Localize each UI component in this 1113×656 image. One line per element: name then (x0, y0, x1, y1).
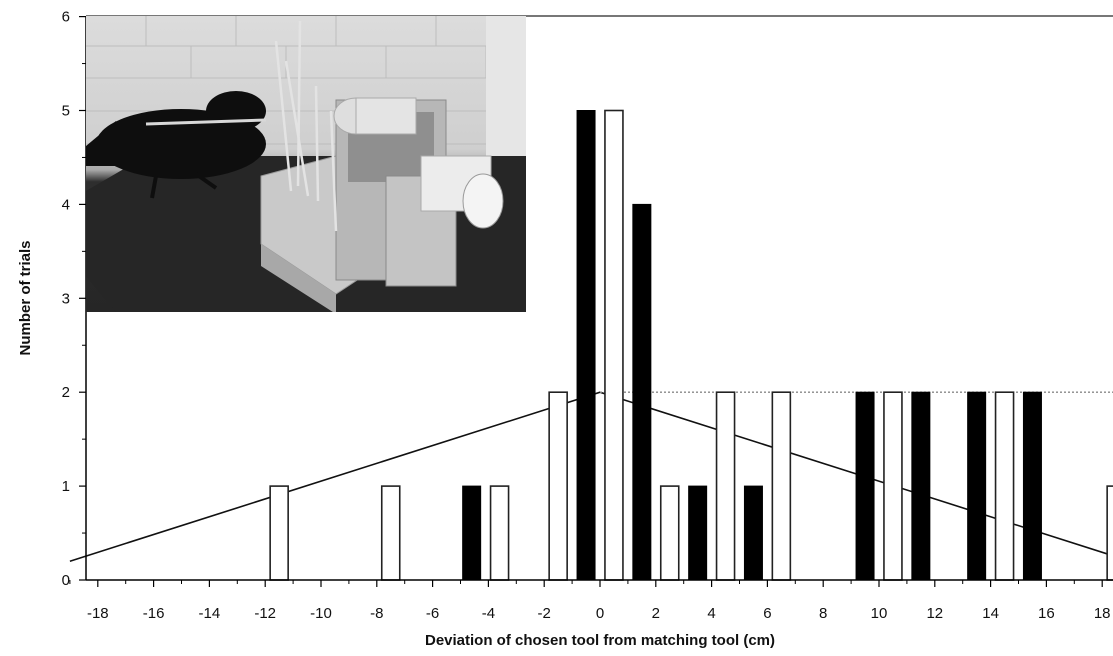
bar-open (715, 391, 736, 581)
y-axis-title: Number of trials (17, 240, 34, 355)
bar-filled (1022, 391, 1042, 581)
x-tick-label: 6 (763, 605, 771, 622)
stick-tools (274, 20, 338, 232)
bar-open (994, 391, 1015, 581)
bar-open (659, 485, 680, 581)
bar-open (883, 391, 903, 581)
tube-back-body (355, 97, 417, 135)
bars (269, 109, 1113, 581)
bar-open (269, 485, 289, 581)
x-tick-label: -10 (310, 605, 332, 622)
y-tick-label: 0 (62, 572, 70, 589)
y-tick-label: 1 (62, 478, 70, 495)
y-ticks: 0 1 2 3 4 5 6 (62, 9, 86, 589)
x-tick-label: -2 (538, 605, 551, 622)
x-tick-label: -12 (254, 605, 276, 622)
bar-open (489, 485, 510, 581)
bar-filled (688, 485, 708, 581)
x-tick-label: 0 (596, 605, 604, 622)
x-tick-label: 12 (926, 605, 943, 622)
y-tick-label: 4 (62, 196, 70, 213)
crow-apparatus-image (86, 16, 526, 312)
bar-open (771, 391, 792, 581)
x-ticks: -18 -16 -14 -12 -10 -8 -6 -4 -2 0 2 4 6 8 10 12 14 16 18 (69, 580, 1111, 622)
inset-photo (86, 16, 526, 312)
bar-filled (576, 110, 596, 581)
bar-filled (855, 391, 875, 581)
bar-filled (743, 485, 763, 581)
x-tick-label: 14 (982, 605, 999, 622)
crow (86, 91, 266, 199)
x-tick-label: -8 (370, 605, 383, 622)
bar-open (1106, 485, 1113, 581)
y-tick-label: 3 (62, 290, 70, 307)
bar-open (548, 391, 568, 581)
x-tick-label: -4 (482, 605, 495, 622)
bar-filled (967, 391, 987, 581)
x-tick-label: 18 (1094, 605, 1111, 622)
bar-open (604, 109, 624, 581)
y-tick-label: 6 (62, 9, 70, 26)
x-tick-label: -18 (87, 605, 109, 622)
bar-filled (911, 391, 931, 581)
x-axis-title: Deviation of chosen tool from matching t… (425, 632, 775, 649)
tube-front-end (462, 173, 504, 229)
x-tick-label: 4 (707, 605, 715, 622)
x-tick-label: 2 (652, 605, 660, 622)
x-tick-label: -14 (199, 605, 221, 622)
y-tick-label: 2 (62, 384, 70, 401)
stick-in-beak (145, 118, 267, 126)
y-tick-label: 5 (62, 103, 70, 120)
x-tick-label: -6 (426, 605, 439, 622)
bar-filled (462, 485, 482, 581)
x-tick-label: 8 (819, 605, 827, 622)
reference-lines (69, 391, 1113, 562)
x-tick-label: 10 (871, 605, 888, 622)
bar-open (380, 485, 401, 581)
bright-wall-right (486, 16, 526, 156)
apparatus-front (261, 244, 336, 312)
x-tick-label: 16 (1038, 605, 1055, 622)
x-tick-label: -16 (143, 605, 165, 622)
bar-filled (632, 203, 652, 581)
